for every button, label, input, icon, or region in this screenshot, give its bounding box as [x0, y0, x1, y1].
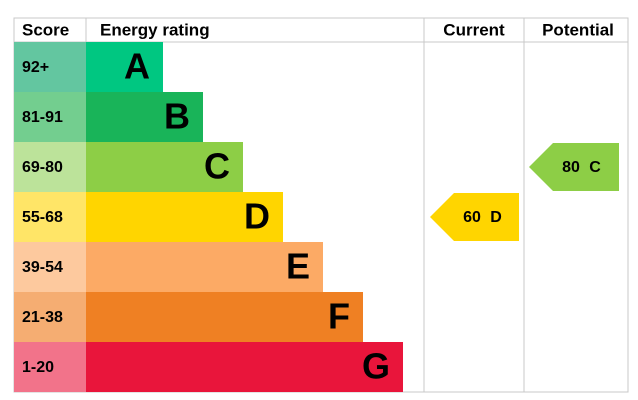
score-cell	[14, 292, 86, 342]
header-potential: Potential	[542, 20, 614, 39]
rating-letter: G	[362, 346, 390, 387]
score-label: 1-20	[22, 359, 54, 376]
potential-letter: C	[589, 159, 601, 176]
rating-letter: D	[244, 196, 270, 237]
rating-bar	[86, 342, 403, 392]
potential-value: 80	[562, 159, 580, 176]
score-label: 69-80	[22, 159, 63, 176]
rating-letter: F	[328, 296, 350, 337]
rating-bar	[86, 242, 323, 292]
score-label: 92+	[22, 59, 49, 76]
score-label: 21-38	[22, 309, 63, 326]
current-arrow	[430, 193, 519, 241]
rating-letter: A	[124, 46, 150, 87]
score-cell	[14, 342, 86, 392]
rating-letter: C	[204, 146, 230, 187]
score-label: 55-68	[22, 209, 63, 226]
rating-letter: E	[286, 246, 310, 287]
current-letter: D	[490, 209, 502, 226]
rating-bar	[86, 42, 163, 92]
score-cell	[14, 42, 86, 92]
score-cell	[14, 142, 86, 192]
rating-bar	[86, 292, 363, 342]
score-cell	[14, 242, 86, 292]
rating-letter: B	[164, 96, 190, 137]
rating-bar	[86, 192, 283, 242]
score-label: 81-91	[22, 109, 63, 126]
current-value: 60	[463, 209, 481, 226]
potential-arrow	[529, 143, 619, 191]
rating-bar	[86, 92, 203, 142]
rating-bar	[86, 142, 243, 192]
score-cell	[14, 92, 86, 142]
header-score: Score	[22, 20, 69, 39]
score-label: 39-54	[22, 259, 63, 276]
header-rating: Energy rating	[100, 20, 210, 39]
score-cell	[14, 192, 86, 242]
header-current: Current	[443, 20, 505, 39]
